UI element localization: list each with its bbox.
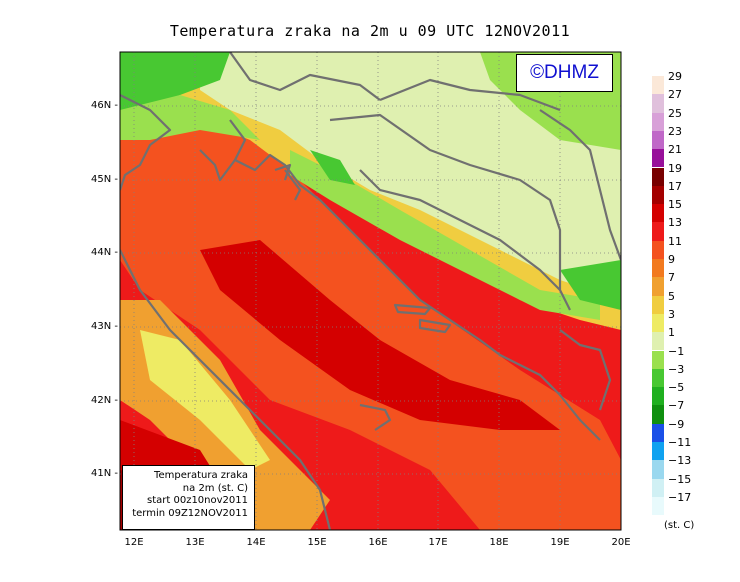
legend-swatch <box>652 405 664 424</box>
legend-label: 9 <box>668 253 675 266</box>
field-dinarids <box>290 150 600 320</box>
legend-label: −13 <box>668 454 692 468</box>
field-alps <box>120 52 230 110</box>
island-cres <box>284 169 302 201</box>
legend-label: −3 <box>668 362 685 376</box>
coastline-istria <box>199 149 236 182</box>
lon-label: 16E <box>368 537 388 548</box>
lon-label: 18E <box>489 537 509 548</box>
coastline-gargano <box>359 403 392 431</box>
legend-swatch <box>652 277 664 296</box>
lon-label: 13E <box>185 537 205 548</box>
lon-label: 12E <box>124 537 144 548</box>
dhmz-logo: ©DHMZ <box>516 54 613 92</box>
lon-label: 17E <box>428 537 448 548</box>
island-korcula <box>418 318 452 334</box>
legend-label: 25 <box>668 106 682 120</box>
island-hvar <box>393 303 432 316</box>
info-line-2: na 2m (st. C) <box>182 482 248 494</box>
lat-label: 45N - <box>91 174 118 185</box>
legend-label: 15 <box>668 198 682 212</box>
legend-label: 19 <box>668 161 682 175</box>
legend-label: −15 <box>668 472 692 486</box>
legend-swatch <box>652 368 664 388</box>
info-box: Temperatura zraka na 2m (st. C) start 00… <box>122 465 255 530</box>
legend-label: 3 <box>668 307 675 321</box>
legend-swatch <box>652 240 664 259</box>
legend-label: 21 <box>668 143 682 157</box>
field-patch2 <box>310 150 355 185</box>
legend-label: −1 <box>668 344 685 358</box>
legend-label: 11 <box>668 234 682 248</box>
legend-label: −17 <box>668 490 692 504</box>
legend-swatch <box>652 94 664 113</box>
lon-label: 20E <box>611 537 631 548</box>
legend-label: 23 <box>668 124 682 138</box>
coastline-italy <box>120 94 332 530</box>
lat-label: 43N - <box>91 321 118 332</box>
legend-label: 7 <box>668 271 675 285</box>
legend-label: 5 <box>668 289 675 303</box>
legend-label: −5 <box>668 381 685 395</box>
lat-label: 41N - <box>91 468 118 479</box>
map-title: Temperatura zraka na 2m u 09 UTC 12NOV20… <box>169 22 571 40</box>
legend-swatch <box>652 478 664 497</box>
legend-unit: (st. C) <box>664 520 695 531</box>
legend-label: 1 <box>668 326 675 340</box>
legend-label: −9 <box>668 417 685 431</box>
map-frame <box>119 51 622 531</box>
legend-swatch <box>652 259 664 278</box>
field-sea-core <box>200 240 560 430</box>
legend-swatch <box>652 387 664 406</box>
legend-swatch <box>652 130 664 150</box>
island-krk <box>274 163 292 181</box>
border-croatia-bosnia <box>329 113 571 311</box>
legend-swatch <box>652 332 664 351</box>
field-alps-light <box>120 95 260 140</box>
lon-label: 14E <box>246 537 266 548</box>
info-line-1: Temperatura zraka <box>154 470 248 481</box>
info-line-3: start 00z10nov2011 <box>147 495 248 506</box>
border-montenegro <box>559 329 612 411</box>
legend-swatch <box>652 222 664 241</box>
legend-swatch <box>652 313 664 333</box>
legend-swatch <box>652 167 664 186</box>
field-patch <box>560 260 621 310</box>
legend-label: 29 <box>668 70 682 83</box>
field-continental <box>200 52 621 300</box>
legend-swatch <box>652 350 664 369</box>
legend-swatch <box>652 149 664 168</box>
legend-swatch <box>652 295 664 314</box>
lat-label: 44N - <box>91 247 118 258</box>
lon-label: 15E <box>307 537 327 548</box>
info-line-4: termin 09Z12NOV2011 <box>132 507 248 519</box>
border-slovenia <box>229 52 381 101</box>
legend-swatch <box>652 442 664 461</box>
legend-swatch <box>652 185 664 205</box>
lon-label: 19E <box>550 537 570 548</box>
legend-label: 27 <box>668 88 682 102</box>
legend-label: −11 <box>668 436 692 449</box>
legend-swatch <box>652 496 664 516</box>
border-inner <box>359 169 561 291</box>
legend-swatch <box>652 423 664 442</box>
legend-swatch <box>652 460 664 479</box>
legend-label: 13 <box>668 216 682 230</box>
coastline-croatia <box>229 119 601 441</box>
legend-swatch <box>652 204 664 223</box>
legend-swatch <box>652 112 664 131</box>
legend-label: −7 <box>668 399 685 413</box>
legend-swatch <box>652 76 664 95</box>
lat-label: 46N - <box>91 100 118 111</box>
legend-label: 17 <box>668 179 682 193</box>
field-italy-cool <box>140 330 270 470</box>
border-north <box>379 78 561 112</box>
lat-label: 42N - <box>91 395 118 406</box>
border-serbia <box>539 109 621 261</box>
